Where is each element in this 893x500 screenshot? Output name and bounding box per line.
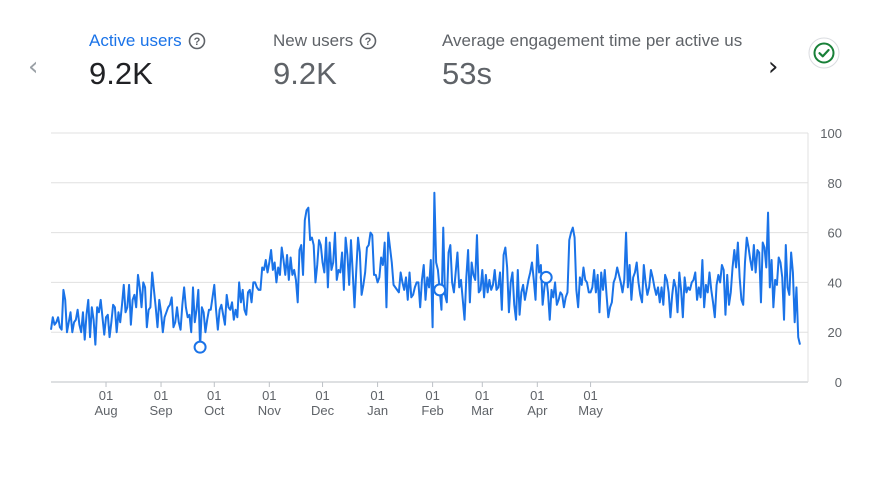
y-tick-label: 0 bbox=[835, 375, 842, 390]
x-tick-day: 01 bbox=[262, 388, 276, 403]
chevron-left-icon[interactable]: ‹ bbox=[28, 52, 39, 82]
metric-card-active-users[interactable]: Active users ? 9.2K bbox=[89, 31, 206, 91]
help-icon[interactable]: ? bbox=[359, 32, 377, 50]
x-tick-month: Apr bbox=[527, 403, 548, 418]
x-tick-day: 01 bbox=[530, 388, 544, 403]
x-tick-day: 01 bbox=[583, 388, 597, 403]
anomaly-marker[interactable] bbox=[433, 283, 447, 297]
metric-label-row: New users ? bbox=[273, 31, 377, 51]
svg-text:?: ? bbox=[365, 36, 372, 48]
x-tick-month: Feb bbox=[421, 403, 443, 418]
y-tick-label: 60 bbox=[828, 226, 842, 241]
x-tick-day: 01 bbox=[425, 388, 439, 403]
anomaly-markers bbox=[193, 270, 553, 354]
x-tick-day: 01 bbox=[207, 388, 221, 403]
x-tick-month: May bbox=[578, 403, 603, 418]
svg-text:?: ? bbox=[193, 36, 200, 48]
x-tick-day: 01 bbox=[99, 388, 113, 403]
series-line bbox=[50, 191, 801, 349]
chevron-right-icon[interactable]: › bbox=[768, 52, 779, 82]
x-tick-month: Dec bbox=[311, 403, 335, 418]
anomaly-marker[interactable] bbox=[193, 340, 207, 354]
x-tick-month: Mar bbox=[471, 403, 494, 418]
x-tick-month: Aug bbox=[94, 403, 117, 418]
x-tick-month: Sep bbox=[149, 403, 172, 418]
x-tick-day: 01 bbox=[154, 388, 168, 403]
x-tick-day: 01 bbox=[370, 388, 384, 403]
x-axis: 01Aug01Sep01Oct01Nov01Dec01Jan01Feb01Mar… bbox=[94, 382, 603, 418]
y-axis: 0 20 40 60 80 100 bbox=[820, 126, 842, 390]
metric-card-avg-engagement[interactable]: Average engagement time per active us 53… bbox=[442, 31, 758, 91]
help-icon[interactable]: ? bbox=[188, 32, 206, 50]
y-tick-label: 80 bbox=[828, 176, 842, 191]
y-tick-label: 40 bbox=[828, 275, 842, 290]
anomaly-marker[interactable] bbox=[539, 270, 553, 284]
metric-value: 9.2K bbox=[273, 56, 337, 91]
chart-grid bbox=[51, 132, 809, 383]
metric-label: New users bbox=[273, 31, 354, 50]
x-tick-month: Oct bbox=[204, 403, 225, 418]
metric-card-new-users[interactable]: New users ? 9.2K bbox=[273, 31, 377, 91]
x-tick-day: 01 bbox=[315, 388, 329, 403]
y-tick-label: 100 bbox=[820, 126, 842, 141]
y-tick-label: 20 bbox=[828, 325, 842, 340]
metric-value: 53s bbox=[442, 56, 492, 91]
metric-value: 9.2K bbox=[89, 56, 153, 91]
metric-label: Active users bbox=[89, 31, 182, 50]
x-tick-month: Nov bbox=[258, 403, 282, 418]
x-tick-month: Jan bbox=[367, 403, 388, 418]
metric-label-row: Active users ? bbox=[89, 31, 206, 51]
check-circle-icon[interactable] bbox=[808, 37, 840, 69]
metric-label-row: Average engagement time per active us bbox=[442, 31, 758, 51]
metric-label: Average engagement time per active us bbox=[442, 31, 743, 50]
x-tick-day: 01 bbox=[475, 388, 489, 403]
